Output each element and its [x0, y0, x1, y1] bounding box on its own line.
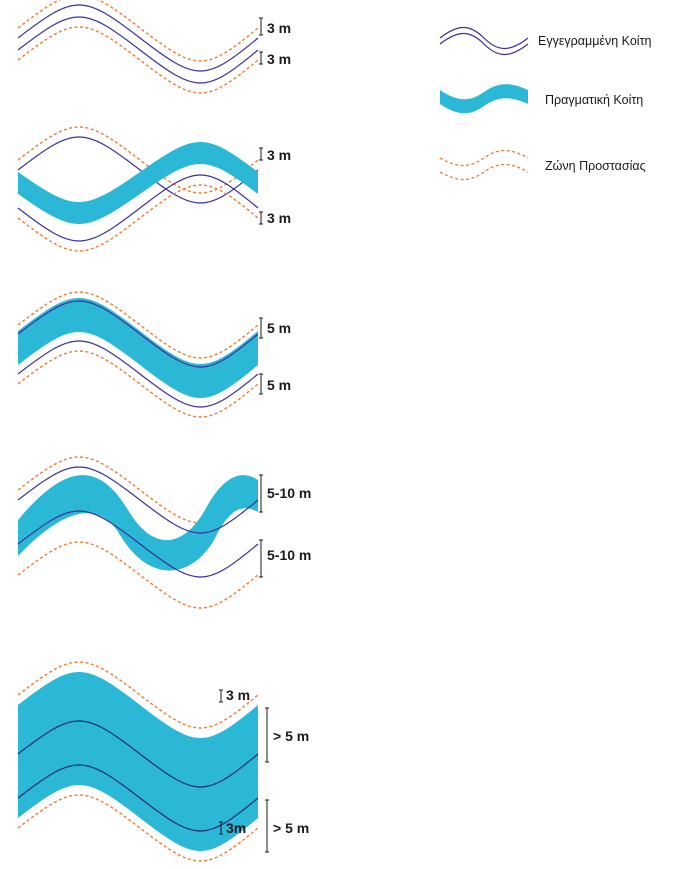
- lower-offset-label: 3 m: [267, 210, 291, 226]
- dimension-bracket-lower: [265, 799, 269, 853]
- actual-bed-swatch: [440, 84, 528, 114]
- registered-bed-upper: [17, 136, 259, 204]
- registered-bed-lower: [17, 16, 259, 84]
- dimension-bracket-lower: [259, 373, 263, 395]
- upper-offset-label: 5 m: [267, 320, 291, 336]
- actual-bed: [18, 475, 258, 571]
- protection-zone-swatch-lower: [439, 163, 529, 181]
- dimension-bracket-lower-zone: [219, 821, 223, 835]
- scenario-4: 5-10 m 5-10 m: [17, 456, 311, 609]
- protection-zone-swatch-upper: [439, 149, 529, 167]
- scenario-2: 3 m 3 m: [17, 126, 291, 252]
- legend-item-actual-bed: Πραγματική Κοίτη: [440, 84, 643, 114]
- registered-bed-lower: [17, 340, 259, 408]
- protection-zone-lower: [17, 184, 259, 252]
- actual-bed: [18, 298, 258, 398]
- registered-bed-swatch-lower: [439, 32, 529, 56]
- actual-bed: [18, 142, 258, 224]
- upper-offset-label: 3 m: [267, 147, 291, 163]
- dimension-bracket-upper: [259, 147, 263, 161]
- legend-item-protection-zone: Ζώνη Προστασίας: [439, 149, 646, 181]
- dimension-bracket-upper: [265, 707, 269, 763]
- scenario-1: 3 m 3 m: [17, 0, 291, 94]
- registered-bed-upper: [17, 466, 259, 534]
- dimension-bracket-lower: [259, 539, 263, 578]
- dimension-bracket-lower: [259, 211, 263, 225]
- protection-zone-upper: [17, 456, 259, 524]
- legend-label-protection-zone: Ζώνη Προστασίας: [545, 159, 646, 173]
- protection-zone-upper: [17, 291, 259, 359]
- protection-zone-upper: [17, 0, 259, 62]
- registered-bed-upper: [17, 720, 259, 788]
- scenario-3: 5 m 5 m: [17, 291, 291, 418]
- lower-offset-label: > 5 m: [273, 820, 309, 836]
- upper-zone-label: 3 m: [226, 687, 250, 703]
- upper-offset-label: > 5 m: [273, 728, 309, 744]
- legend-label-registered-bed: Εγγεγραμμένη Κοίτη: [538, 34, 652, 48]
- dimension-bracket-upper: [259, 474, 263, 513]
- legend-label-actual-bed: Πραγματική Κοίτη: [545, 93, 643, 107]
- registered-bed-upper: [17, 300, 259, 368]
- protection-zone-upper: [17, 661, 259, 729]
- registered-bed-lower: [17, 174, 259, 242]
- protection-zone-upper: [17, 126, 259, 194]
- dimension-bracket-upper: [259, 17, 263, 36]
- dimension-bracket-lower: [259, 51, 263, 65]
- registered-bed-upper: [17, 4, 259, 72]
- dimension-bracket-upper: [259, 317, 263, 339]
- scenario-5: 3 m > 5 m 3m > 5 m: [17, 661, 309, 862]
- lower-offset-label: 5 m: [267, 377, 291, 393]
- upper-offset-label: 5-10 m: [267, 485, 311, 501]
- legend-item-registered-bed: Εγγεγραμμένη Κοίτη: [439, 26, 652, 56]
- registered-bed-swatch: [439, 26, 529, 50]
- protection-zone-lower: [17, 794, 259, 862]
- registered-bed-lower: [17, 510, 259, 578]
- lower-offset-label: 3 m: [267, 51, 291, 67]
- protection-zone-lower: [17, 26, 259, 94]
- dimension-bracket-upper-zone: [219, 689, 223, 703]
- protection-zone-lower: [17, 350, 259, 418]
- legend: Εγγεγραμμένη Κοίτη Πραγματική Κοίτη Ζώνη…: [439, 26, 652, 181]
- lower-offset-label: 5-10 m: [267, 547, 311, 563]
- lower-zone-label: 3m: [226, 820, 246, 836]
- upper-offset-label: 3 m: [267, 20, 291, 36]
- actual-bed: [18, 672, 258, 851]
- protection-zone-lower: [17, 541, 259, 609]
- registered-bed-lower: [17, 764, 259, 832]
